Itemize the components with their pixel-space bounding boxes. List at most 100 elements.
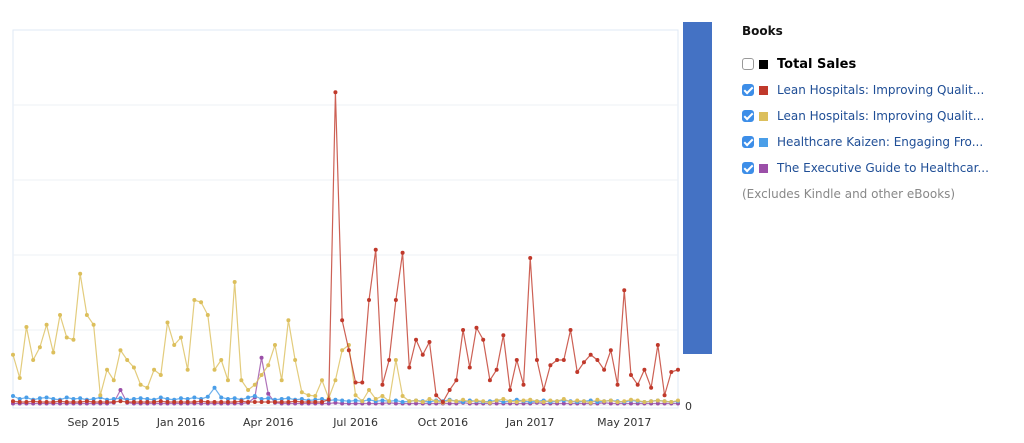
data-point [588,400,593,405]
data-point [655,398,660,403]
data-point [447,388,452,392]
data-point [615,382,620,387]
data-point [487,400,492,405]
data-point [293,399,298,404]
data-point [568,328,573,332]
data-point [165,397,170,401]
data-point [259,355,264,360]
checkbox[interactable] [742,110,754,122]
data-point [246,395,251,400]
data-point [427,340,432,344]
data-point [172,343,177,347]
side-bar[interactable] [683,22,712,354]
data-point [105,367,110,372]
data-point [434,393,439,398]
data-point [299,397,304,401]
data-point [219,395,224,400]
data-point [91,400,96,404]
data-point [286,396,291,401]
data-point [78,400,83,404]
data-point [655,343,660,347]
data-point [528,256,533,260]
data-point [380,401,385,406]
data-point [24,395,29,400]
data-point [501,397,506,401]
data-point [252,394,257,398]
data-point [31,358,36,362]
data-point [622,399,627,404]
data-point [313,394,318,398]
data-point [434,399,439,404]
data-point [581,360,586,365]
data-point [367,397,372,402]
x-tick-label: Apr 2016 [243,416,294,429]
data-point [669,400,674,404]
data-point [84,399,89,404]
data-point [353,401,358,406]
data-point [628,401,633,406]
checkbox[interactable] [742,58,754,70]
data-point [239,399,244,404]
x-tick-label: Jan 2016 [156,416,205,429]
data-point [346,348,351,353]
data-point [568,400,573,404]
legend-item[interactable]: Lean Hospitals: Improving Qualit... [742,77,1017,103]
data-point [58,313,63,317]
data-point [393,398,398,403]
legend-item[interactable]: Total Sales [742,51,1017,77]
data-point [225,378,230,383]
data-point [259,373,264,377]
data-point [595,358,600,362]
checkbox[interactable] [742,162,754,174]
legend-label: Lean Hospitals: Improving Qualit... [777,83,985,97]
legend-label: Total Sales [777,56,857,72]
data-point [91,322,96,327]
data-point [51,397,56,401]
data-point [508,399,513,404]
data-point [165,400,170,404]
data-point [561,401,566,406]
data-point [111,397,116,401]
data-point [172,400,177,404]
data-point [400,250,405,255]
data-point [44,400,49,404]
data-point [521,382,526,387]
data-point [541,388,546,392]
data-point [676,367,680,372]
data-point [11,399,15,404]
legend-items: Lean Hospitals: Improving Qualit... Lean … [742,77,1017,181]
x-tick-label: May 2017 [597,416,651,429]
legend-item[interactable]: Healthcare Kaizen: Engaging Fro... [742,129,1017,155]
data-point [400,400,405,404]
data-point [138,382,143,387]
data-point [387,399,392,404]
data-point [44,395,49,400]
checkbox[interactable] [742,84,754,96]
legend-item[interactable]: Lean Hospitals: Improving Qualit... [742,103,1017,129]
data-point [239,378,244,383]
data-point [286,318,291,323]
data-point [212,400,217,404]
data-point [461,397,466,402]
data-point [454,399,459,404]
data-point [165,320,170,325]
data-point [64,395,69,400]
checkbox[interactable] [742,136,754,148]
data-point [534,358,539,362]
data-point [17,400,22,404]
data-point [494,401,499,406]
data-point [561,358,566,362]
data-point [185,367,190,372]
data-point [266,396,271,401]
data-point [373,247,378,252]
series [11,90,680,404]
data-point [608,401,613,406]
data-point [225,400,230,404]
data-point [676,398,680,403]
data-point [64,400,69,404]
data-point [185,397,190,401]
data-point [118,348,123,353]
data-point [199,300,204,305]
legend-item[interactable]: The Executive Guide to Healthcar... [742,155,1017,181]
